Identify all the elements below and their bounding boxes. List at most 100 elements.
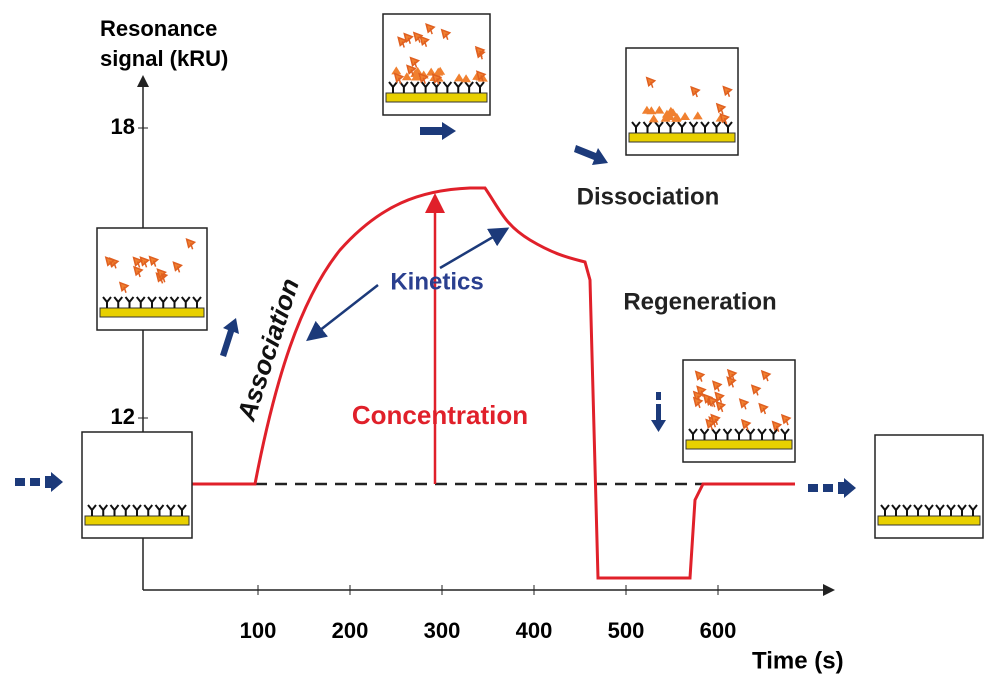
receptor [132, 504, 142, 516]
receptor [677, 121, 687, 133]
receptor [464, 81, 474, 93]
receptor [711, 121, 722, 133]
receptor [143, 504, 154, 516]
receptor [154, 504, 165, 516]
analyte [104, 256, 116, 268]
x-tick-label: 500 [608, 618, 645, 643]
bound-analyte [391, 66, 402, 75]
receptor [113, 296, 124, 308]
receptor [699, 428, 710, 440]
association-label: Association [231, 275, 305, 425]
receptor [654, 121, 664, 133]
receptor [913, 504, 923, 516]
receptor [642, 121, 653, 133]
kinetics-arrow [306, 284, 379, 342]
receptor [700, 121, 710, 133]
bound-analyte [671, 112, 682, 121]
receptor [935, 504, 945, 516]
analyte [726, 376, 737, 388]
analyte [172, 261, 183, 273]
receptor [902, 504, 912, 516]
x-tick-label: 100 [240, 618, 277, 643]
receptor [135, 296, 146, 308]
analyte [692, 396, 704, 409]
gold-layer [99, 307, 205, 318]
analyte [403, 32, 414, 44]
analyte [715, 400, 727, 413]
bound-analyte [426, 67, 437, 76]
bound-analyte [401, 72, 412, 81]
bound-analyte [461, 74, 472, 83]
receptor [431, 81, 442, 93]
receptor [180, 296, 191, 308]
analyte [645, 76, 657, 88]
concentration-label: Concentration [352, 400, 528, 430]
receptor [757, 428, 767, 440]
receptor [780, 428, 790, 440]
dissociation-label: Dissociation [577, 183, 720, 210]
sensor-chip [81, 431, 193, 539]
receptor [891, 504, 901, 516]
analyte [418, 72, 429, 85]
receptor [442, 81, 453, 93]
receptor [665, 121, 676, 133]
gold-layer [385, 92, 488, 103]
analyte [707, 395, 719, 408]
analyte [409, 56, 421, 68]
x-tick-label: 300 [424, 618, 461, 643]
receptor [734, 428, 744, 440]
gold-layer [877, 515, 981, 526]
bound-analyte [680, 112, 691, 121]
x-tick-label: 400 [516, 618, 553, 643]
analyte [118, 281, 130, 293]
receptor [192, 296, 202, 308]
sensor-chip [625, 47, 739, 156]
y-axis-label: signal (kRU) [100, 46, 228, 71]
receptor [768, 428, 779, 440]
bound-analyte [646, 106, 657, 115]
receptor [409, 81, 420, 93]
y-axis-label: Resonance [100, 16, 217, 41]
analyte [419, 35, 430, 47]
receptor [688, 121, 699, 133]
x-axis-label: Time (s) [752, 647, 844, 674]
receptor [399, 81, 409, 93]
kinetics-label: Kinetics [390, 268, 483, 295]
gold-layer [628, 132, 736, 143]
analyte [475, 70, 487, 82]
receptor [745, 428, 756, 440]
sensor-chip [382, 13, 491, 116]
analyte [738, 398, 750, 410]
receptor [475, 81, 485, 93]
analyte [705, 418, 716, 430]
receptor [120, 504, 131, 516]
x-tick-label: 600 [700, 618, 737, 643]
analyte [719, 112, 730, 125]
receptor [102, 296, 112, 308]
bound-analyte [648, 114, 659, 123]
sensorgram-curve [190, 186, 795, 580]
analyte [393, 72, 405, 84]
analyte [440, 28, 452, 41]
analyte [397, 36, 408, 48]
receptor [169, 296, 180, 308]
receptor [87, 504, 97, 516]
bound-analyte [477, 73, 488, 82]
bound-analyte [435, 66, 446, 75]
receptor [453, 81, 464, 93]
analyte [185, 238, 197, 250]
y-tick-label: 18 [111, 114, 135, 139]
receptor [723, 121, 733, 133]
receptor [177, 504, 187, 516]
sensor-chip [682, 359, 796, 463]
sensor-chip [874, 434, 984, 539]
analyte [758, 402, 769, 415]
analyte [425, 22, 436, 35]
receptor [968, 504, 978, 516]
analyte [722, 85, 733, 97]
analyte [431, 73, 443, 85]
analyte [412, 31, 424, 43]
regeneration-label: Regeneration [623, 288, 776, 315]
receptor [631, 121, 641, 133]
